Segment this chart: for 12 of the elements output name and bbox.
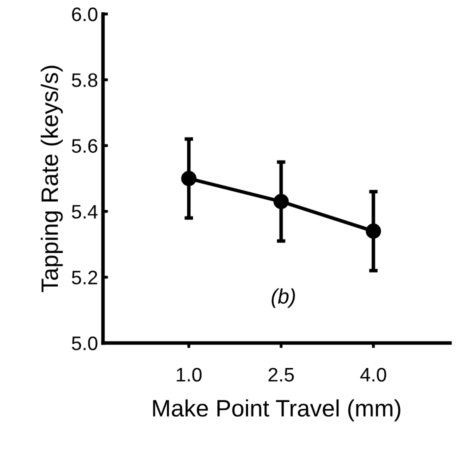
- x-tick-label: 2.5: [268, 368, 294, 382]
- y-tick-label: 6.0: [72, 7, 98, 22]
- x-tick-label: 1.0: [176, 368, 202, 382]
- annotation: (b): [272, 288, 295, 308]
- x-tick-label: 4.0: [360, 368, 386, 382]
- y-tick-label: 5.6: [72, 139, 98, 153]
- y-tick-label: 5.4: [72, 205, 98, 219]
- y-tick-label: 5.2: [72, 270, 98, 284]
- y-tick-label: 5.0: [72, 336, 98, 350]
- y-axis-title: Tapping Rate (keys/s): [40, 66, 63, 292]
- y-tick-label: 5.8: [72, 73, 98, 88]
- x-axis-title: Make Point Travel (mm): [153, 399, 400, 422]
